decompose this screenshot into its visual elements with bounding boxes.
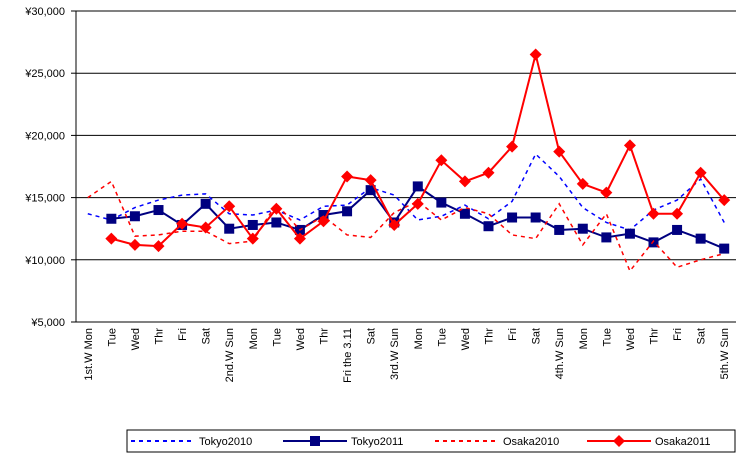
x-tick-label: Fri xyxy=(672,328,684,341)
point-marker xyxy=(601,232,612,243)
point-marker xyxy=(388,218,401,231)
x-tick-label: Sat xyxy=(531,328,543,345)
point-marker xyxy=(435,154,448,167)
x-tick-label: Tue xyxy=(601,328,613,347)
x-tick-label: Sat xyxy=(696,328,708,345)
point-marker xyxy=(694,166,707,179)
point-marker xyxy=(342,206,353,217)
legend-marker xyxy=(613,435,625,447)
point-marker xyxy=(152,240,165,253)
x-tick-label: 4th.W Sun xyxy=(554,328,566,379)
point-marker xyxy=(293,232,306,245)
x-tick-label: Thr xyxy=(484,328,496,345)
legend-label: Tokyo2011 xyxy=(351,436,403,448)
legend-marker xyxy=(310,436,320,446)
point-marker xyxy=(223,200,236,213)
x-tick-label: 1st.W Mon xyxy=(83,328,95,381)
point-marker xyxy=(129,211,140,222)
x-tick-label: Sat xyxy=(366,328,378,345)
series-line xyxy=(87,180,725,273)
x-tick-label: Tue xyxy=(271,328,283,347)
y-tick-label: ¥20,000 xyxy=(24,130,65,142)
point-marker xyxy=(530,212,541,223)
point-marker xyxy=(695,233,706,244)
point-marker xyxy=(672,224,683,235)
point-marker xyxy=(507,212,518,223)
point-marker xyxy=(364,174,377,187)
point-marker xyxy=(176,217,189,230)
point-marker xyxy=(577,223,588,234)
x-tick-label: Sat xyxy=(201,328,213,345)
y-tick-label: ¥15,000 xyxy=(24,193,65,205)
point-marker xyxy=(317,215,330,228)
point-marker xyxy=(224,223,235,234)
point-marker xyxy=(576,177,589,190)
point-marker xyxy=(624,228,635,239)
legend-label: Osaka2010 xyxy=(503,436,559,448)
point-marker xyxy=(412,181,423,192)
point-marker xyxy=(200,198,211,209)
x-tick-label: Mon xyxy=(413,328,425,349)
x-tick-label: Mon xyxy=(578,328,590,349)
point-marker xyxy=(106,213,117,224)
x-tick-label: Mon xyxy=(248,328,260,349)
y-tick-label: ¥10,000 xyxy=(24,255,65,267)
legend-label: Tokyo2010 xyxy=(199,436,252,448)
point-marker xyxy=(365,185,376,196)
point-marker xyxy=(341,170,354,183)
point-marker xyxy=(318,210,329,221)
x-tick-label: Thr xyxy=(319,328,331,345)
point-marker xyxy=(153,205,164,216)
point-marker xyxy=(671,207,684,220)
y-tick-label: ¥5,000 xyxy=(30,317,65,329)
legend: Tokyo2010 Tokyo2011 Osaka2010 Osaka2011 xyxy=(126,429,736,453)
x-tick-label: 5th.W Sun xyxy=(719,328,731,379)
plot-area xyxy=(75,10,736,323)
point-marker xyxy=(600,186,613,199)
point-marker xyxy=(648,237,659,248)
x-tick-label: Wed xyxy=(130,328,142,350)
y-tick-label: ¥25,000 xyxy=(24,68,65,80)
x-tick-label: Tue xyxy=(436,328,448,347)
point-marker xyxy=(270,202,283,215)
point-marker xyxy=(647,207,660,220)
point-marker xyxy=(128,238,141,251)
legend-box xyxy=(126,429,736,453)
point-marker xyxy=(719,243,730,254)
point-marker xyxy=(482,166,495,179)
x-tick-label: Fri the 3.11 xyxy=(342,328,354,383)
point-marker xyxy=(459,208,470,219)
point-marker xyxy=(436,197,447,208)
point-marker xyxy=(529,48,542,61)
point-marker xyxy=(554,224,565,235)
x-tick-label: Wed xyxy=(460,328,472,350)
x-tick-label: Thr xyxy=(154,328,166,345)
point-marker xyxy=(506,140,519,153)
point-marker xyxy=(246,232,259,245)
point-marker xyxy=(458,175,471,188)
x-tick-label: Fri xyxy=(177,328,189,341)
point-marker xyxy=(553,145,566,158)
point-marker xyxy=(199,221,212,234)
point-marker xyxy=(623,139,636,152)
x-tick-label: Wed xyxy=(295,328,307,350)
x-tick-label: Fri xyxy=(507,328,519,341)
x-tick-label: 3rd.W Sun xyxy=(389,328,401,380)
point-marker xyxy=(271,217,282,228)
point-marker xyxy=(411,197,424,210)
legend-label: Osaka2011 xyxy=(655,436,710,448)
x-tick-label: Thr xyxy=(649,328,661,345)
point-marker xyxy=(718,194,731,207)
x-tick-label: Tue xyxy=(106,328,118,347)
x-tick-label: Wed xyxy=(625,328,637,350)
point-marker xyxy=(483,221,494,232)
point-marker xyxy=(247,219,258,230)
x-tick-label: 2nd.W Sun xyxy=(224,328,236,382)
point-marker xyxy=(105,232,118,245)
y-tick-label: ¥30,000 xyxy=(24,6,65,18)
